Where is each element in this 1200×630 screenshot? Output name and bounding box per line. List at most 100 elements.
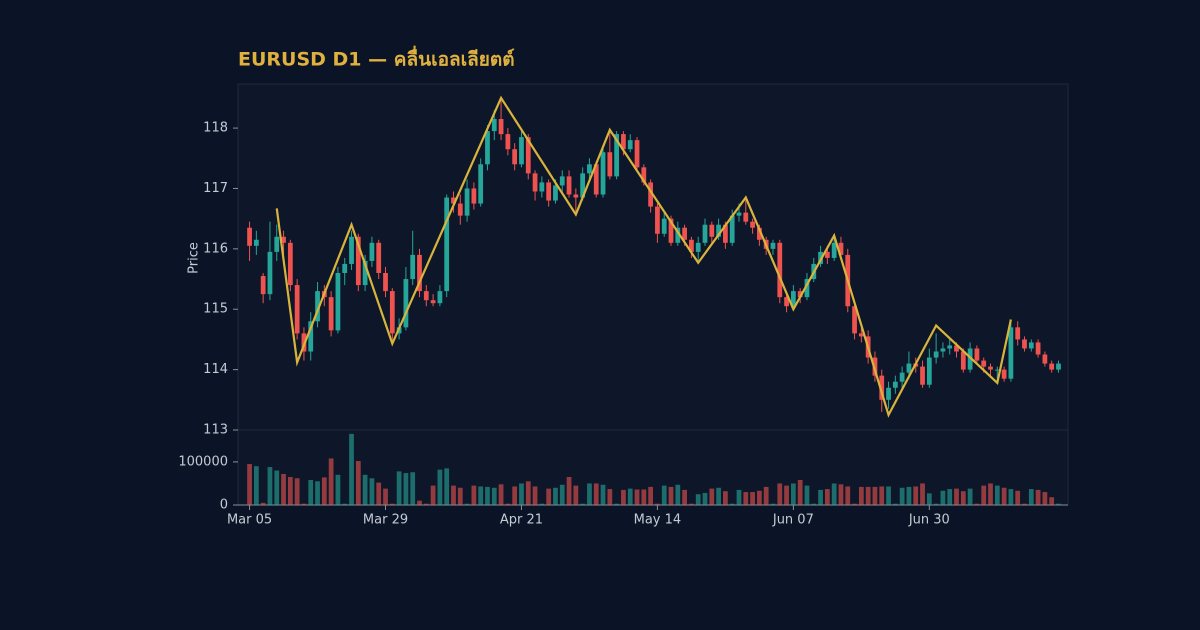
candle-body [478,164,484,204]
y2-tick-label: 0 [220,498,228,513]
volume-bar [729,503,735,505]
candle-body [335,273,341,331]
volume-bar [573,485,579,505]
volume-bar [451,485,456,505]
candle-body [689,239,694,252]
candle-body [274,236,280,252]
volume-bar [587,483,592,505]
volume-bar [790,483,796,505]
candle-body [879,375,885,400]
candle-body [546,182,552,201]
volume-bar [831,483,837,505]
volume-bar [865,486,871,505]
volume-bar [274,470,280,505]
candle-body [831,242,837,258]
volume-bar [505,503,511,505]
volume-bar [1049,497,1055,505]
volume-bar [675,484,681,505]
candle-body [906,363,912,373]
candle-body [403,279,409,328]
candle-body [994,369,1000,371]
candle-body [858,333,864,337]
candle-body [757,227,762,240]
volume-bar [1056,503,1061,505]
volume-bar [621,489,626,505]
candle-body [655,206,660,234]
candle-body [675,227,681,243]
volume-bar [457,487,463,505]
volume-bar [383,488,388,505]
volume-bar [641,489,647,505]
volume-bar [1028,489,1034,505]
candle-body [587,164,592,174]
volume-bar [689,503,694,505]
y-tick-label: 115 [203,302,228,317]
volume-bar [525,481,531,505]
volume-bar [709,488,715,505]
volume-bar [967,488,973,505]
volume-bar [566,476,572,505]
candle-body [668,218,674,243]
candle-body [933,351,939,358]
volume-bar [308,480,314,505]
volume-bar [661,485,667,505]
volume-bar [389,503,395,505]
candle-body [417,254,422,292]
volume-bar [981,485,987,505]
candle-body [967,348,973,370]
volume-bar [444,468,450,505]
volume-bar [417,500,422,505]
candle-body [641,167,647,183]
candle-body [485,131,490,165]
volume-bar [600,484,606,505]
volume-bar [886,486,891,505]
candle-body [899,372,905,382]
volume-bar [702,492,708,505]
x-tick-label: Jun 07 [772,513,814,528]
candle-body [383,273,388,292]
volume-bar [716,487,721,505]
volume-bar [988,483,993,505]
candle-body [525,137,531,174]
volume-bar [933,503,939,505]
y-tick-label: 116 [203,241,228,256]
volume-bar [872,486,878,505]
volume-bar [906,486,912,505]
volume-bar [355,461,361,505]
volume-bar [682,489,687,505]
candle-body [580,173,586,198]
candle-body [260,276,266,295]
candle-body [444,197,450,292]
volume-bar [1001,487,1007,505]
volume-bar [852,503,857,505]
candle-body [553,185,558,201]
volume-bar [811,503,817,505]
volume-bar [858,486,864,505]
volume-bar [913,486,919,505]
volume-bar [539,503,545,505]
volume-bar [396,471,402,505]
candle-body [709,224,715,237]
candle-body [362,260,368,286]
volume-bar [723,491,728,505]
chart-title: EURUSD D1 — คลื่นเอลเลียตต์ [238,46,515,71]
candle-body [593,164,599,195]
candle-body [1042,354,1048,364]
candle-body [471,188,477,204]
candle-body [695,242,701,252]
candle-body [1035,342,1041,355]
candle-body [886,387,891,400]
candle-body [566,176,572,195]
volume-bar [899,487,905,505]
candle-body [797,291,803,298]
candle-body [281,236,286,243]
candle-body [954,345,959,352]
candle-body [838,242,844,255]
volume-bar [818,489,823,505]
candle-body [355,236,361,286]
volume-bar [580,503,586,505]
candle-body [369,242,375,261]
candle-body [716,224,721,237]
candle-body [294,285,300,334]
volume-bar [349,433,354,505]
